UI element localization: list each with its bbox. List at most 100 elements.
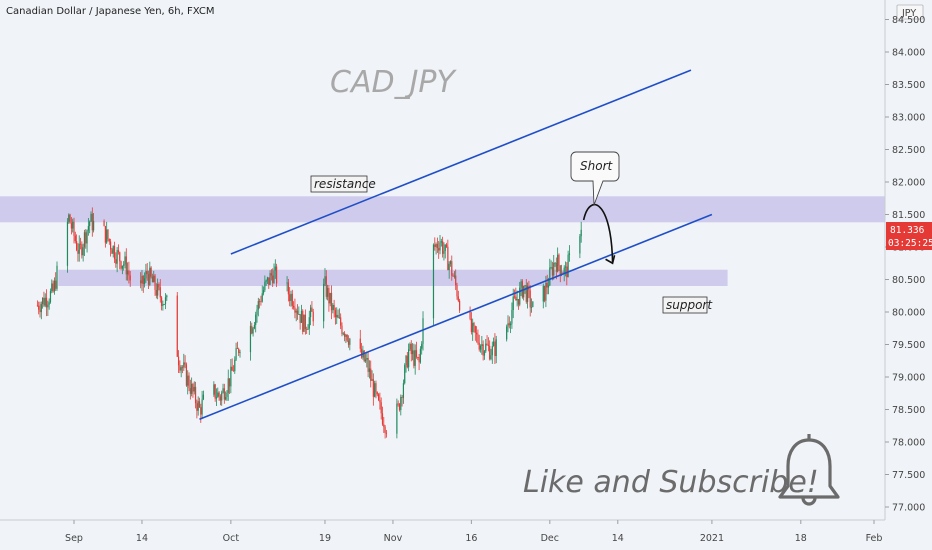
candle-body[interactable]	[265, 280, 267, 282]
candle-body[interactable]	[159, 287, 161, 298]
candle-body[interactable]	[442, 241, 444, 254]
candle-body[interactable]	[451, 261, 453, 276]
candle-body[interactable]	[398, 404, 401, 411]
candle-body[interactable]	[123, 264, 125, 266]
candle-body[interactable]	[359, 338, 361, 349]
candle-body[interactable]	[345, 334, 347, 337]
candle-body[interactable]	[410, 343, 412, 355]
candle-body[interactable]	[368, 368, 371, 372]
candle-body[interactable]	[474, 326, 476, 333]
candle-body[interactable]	[312, 311, 314, 322]
candle-body[interactable]	[93, 220, 95, 231]
candle-body[interactable]	[287, 282, 289, 295]
candle-body[interactable]	[163, 304, 165, 305]
candle-body[interactable]	[294, 307, 296, 313]
candle-body[interactable]	[77, 250, 79, 254]
candle-body[interactable]	[200, 407, 202, 415]
candle-body[interactable]	[227, 378, 229, 393]
candle-body[interactable]	[405, 355, 407, 366]
candle-body[interactable]	[443, 250, 445, 254]
candle-body[interactable]	[580, 229, 582, 237]
price-tag[interactable]	[886, 222, 932, 250]
candle-body[interactable]	[324, 276, 326, 284]
candle-body[interactable]	[106, 229, 108, 243]
candle-body[interactable]	[491, 346, 493, 356]
candle-body[interactable]	[160, 297, 163, 307]
channel-upper-line[interactable]	[230, 69, 692, 255]
candle-body[interactable]	[201, 399, 203, 415]
candle-body[interactable]	[149, 267, 151, 285]
candle-body[interactable]	[249, 325, 252, 353]
candle-body[interactable]	[291, 293, 293, 306]
candle-body[interactable]	[214, 384, 216, 399]
candle-body[interactable]	[298, 314, 300, 315]
candle-body[interactable]	[185, 364, 188, 386]
candle-body[interactable]	[66, 221, 69, 266]
candle-body[interactable]	[516, 299, 518, 301]
candle-body[interactable]	[119, 252, 121, 262]
candle-body[interactable]	[146, 271, 148, 275]
candle-body[interactable]	[260, 301, 262, 303]
candle-body[interactable]	[346, 334, 348, 341]
candle-body[interactable]	[72, 221, 74, 229]
candle-body[interactable]	[377, 394, 380, 401]
candle-body[interactable]	[336, 314, 338, 318]
candle-body[interactable]	[402, 383, 405, 398]
candle-body[interactable]	[558, 254, 560, 266]
candle-body[interactable]	[493, 341, 495, 347]
candle-body[interactable]	[78, 243, 80, 254]
candle-body[interactable]	[82, 247, 84, 256]
candle-body[interactable]	[180, 367, 182, 371]
candle-body[interactable]	[453, 275, 455, 277]
candle-body[interactable]	[507, 323, 509, 327]
candle-body[interactable]	[81, 244, 83, 256]
candle-body[interactable]	[155, 289, 157, 296]
candle-body[interactable]	[487, 344, 489, 346]
candle-body[interactable]	[489, 345, 491, 360]
candle-body[interactable]	[125, 256, 127, 275]
candle-body[interactable]	[129, 275, 131, 281]
candle-body[interactable]	[40, 304, 42, 313]
candle-body[interactable]	[252, 328, 254, 334]
candle-body[interactable]	[579, 236, 581, 254]
candle-body[interactable]	[111, 249, 113, 254]
candle-body[interactable]	[86, 230, 88, 244]
candle-body[interactable]	[440, 241, 442, 243]
candle-body[interactable]	[341, 325, 343, 334]
candle-body[interactable]	[293, 305, 295, 308]
candle-body[interactable]	[79, 243, 82, 245]
candle-body[interactable]	[366, 357, 368, 360]
candle-body[interactable]	[179, 365, 181, 371]
candle-body[interactable]	[52, 283, 54, 292]
candle-body[interactable]	[515, 296, 517, 301]
candle-body[interactable]	[239, 352, 241, 354]
candle-body[interactable]	[268, 277, 270, 285]
candle-body[interactable]	[457, 296, 459, 301]
candle-body[interactable]	[547, 285, 550, 288]
candle-body[interactable]	[274, 266, 276, 271]
candle-body[interactable]	[198, 401, 201, 408]
candle-body[interactable]	[231, 366, 233, 371]
candle-body[interactable]	[478, 342, 480, 350]
candle-body[interactable]	[154, 275, 156, 290]
candle-body[interactable]	[546, 282, 548, 288]
candle-body[interactable]	[289, 294, 291, 301]
candle-body[interactable]	[400, 396, 402, 411]
candle-body[interactable]	[140, 280, 142, 284]
channel-lower-line[interactable]	[199, 213, 713, 420]
support-label-box[interactable]	[662, 296, 708, 314]
candle-body[interactable]	[124, 256, 126, 265]
candle-body[interactable]	[85, 232, 87, 244]
candle-body[interactable]	[338, 317, 340, 319]
candle-body[interactable]	[447, 246, 449, 271]
candle-body[interactable]	[73, 221, 75, 236]
candle-body[interactable]	[300, 310, 303, 323]
candle-body[interactable]	[253, 324, 255, 329]
candle-body[interactable]	[302, 310, 304, 332]
candle-body[interactable]	[69, 214, 71, 224]
candle-body[interactable]	[545, 282, 547, 301]
candle-body[interactable]	[44, 297, 46, 306]
candle-body[interactable]	[219, 396, 222, 401]
candle-body[interactable]	[202, 394, 205, 400]
candle-body[interactable]	[108, 238, 110, 242]
